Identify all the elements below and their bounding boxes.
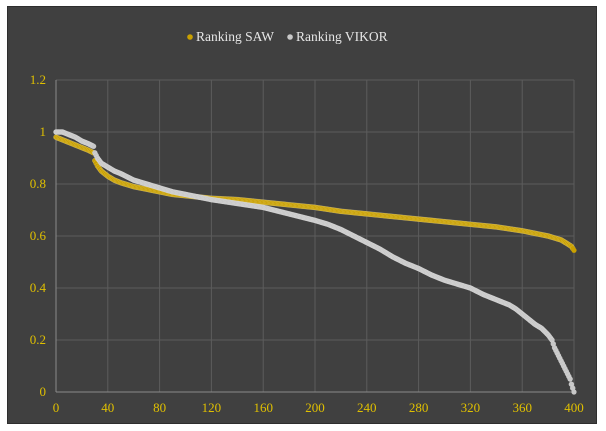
x-tick-label: 160	[253, 400, 273, 415]
x-tick-label: 360	[512, 400, 532, 415]
x-tick-label: 0	[53, 400, 60, 415]
x-tick-label: 120	[202, 400, 222, 415]
gridlines	[55, 79, 575, 393]
legend-marker	[287, 34, 293, 40]
y-tick-label: 0.2	[30, 332, 46, 347]
chart-area: 0 40 80 120 160 200 240 280 320 360 400 0 0.2 0.4 0.6 0…	[7, 6, 597, 424]
x-tick-label: 200	[305, 400, 325, 415]
y-tick-label: 0	[40, 384, 47, 399]
x-tick-label: 40	[101, 400, 114, 415]
series-ranking-saw	[53, 134, 577, 253]
axes: 0 40 80 120 160 200 240 280 320 360 400 0 0.2 0.4 0.6 0…	[30, 72, 584, 415]
x-tick-label: 320	[461, 400, 481, 415]
x-tick-label: 400	[564, 400, 584, 415]
series-ranking-vikor	[53, 129, 577, 395]
data-point	[90, 143, 97, 150]
legend-marker	[187, 34, 193, 40]
data-point	[571, 389, 577, 395]
legend-label: Ranking SAW	[196, 29, 274, 44]
scatter-chart: 0 40 80 120 160 200 240 280 320 360 400 0 0.2 0.4 0.6 0…	[30, 29, 584, 415]
series-points	[53, 129, 577, 395]
data-point	[571, 247, 577, 253]
y-tick-label: 0.4	[30, 280, 47, 295]
legend: Ranking SAW Ranking VIKOR	[187, 29, 388, 44]
data-point	[567, 376, 573, 382]
legend-label: Ranking VIKOR	[296, 29, 388, 44]
y-tick-label: 1.2	[30, 72, 46, 87]
x-tick-label: 280	[409, 400, 429, 415]
y-tick-label: 0.8	[30, 176, 46, 191]
y-tick-label: 1	[40, 124, 47, 139]
x-tick-label: 240	[357, 400, 377, 415]
y-tick-label: 0.6	[30, 228, 47, 243]
x-tick-label: 80	[153, 400, 166, 415]
